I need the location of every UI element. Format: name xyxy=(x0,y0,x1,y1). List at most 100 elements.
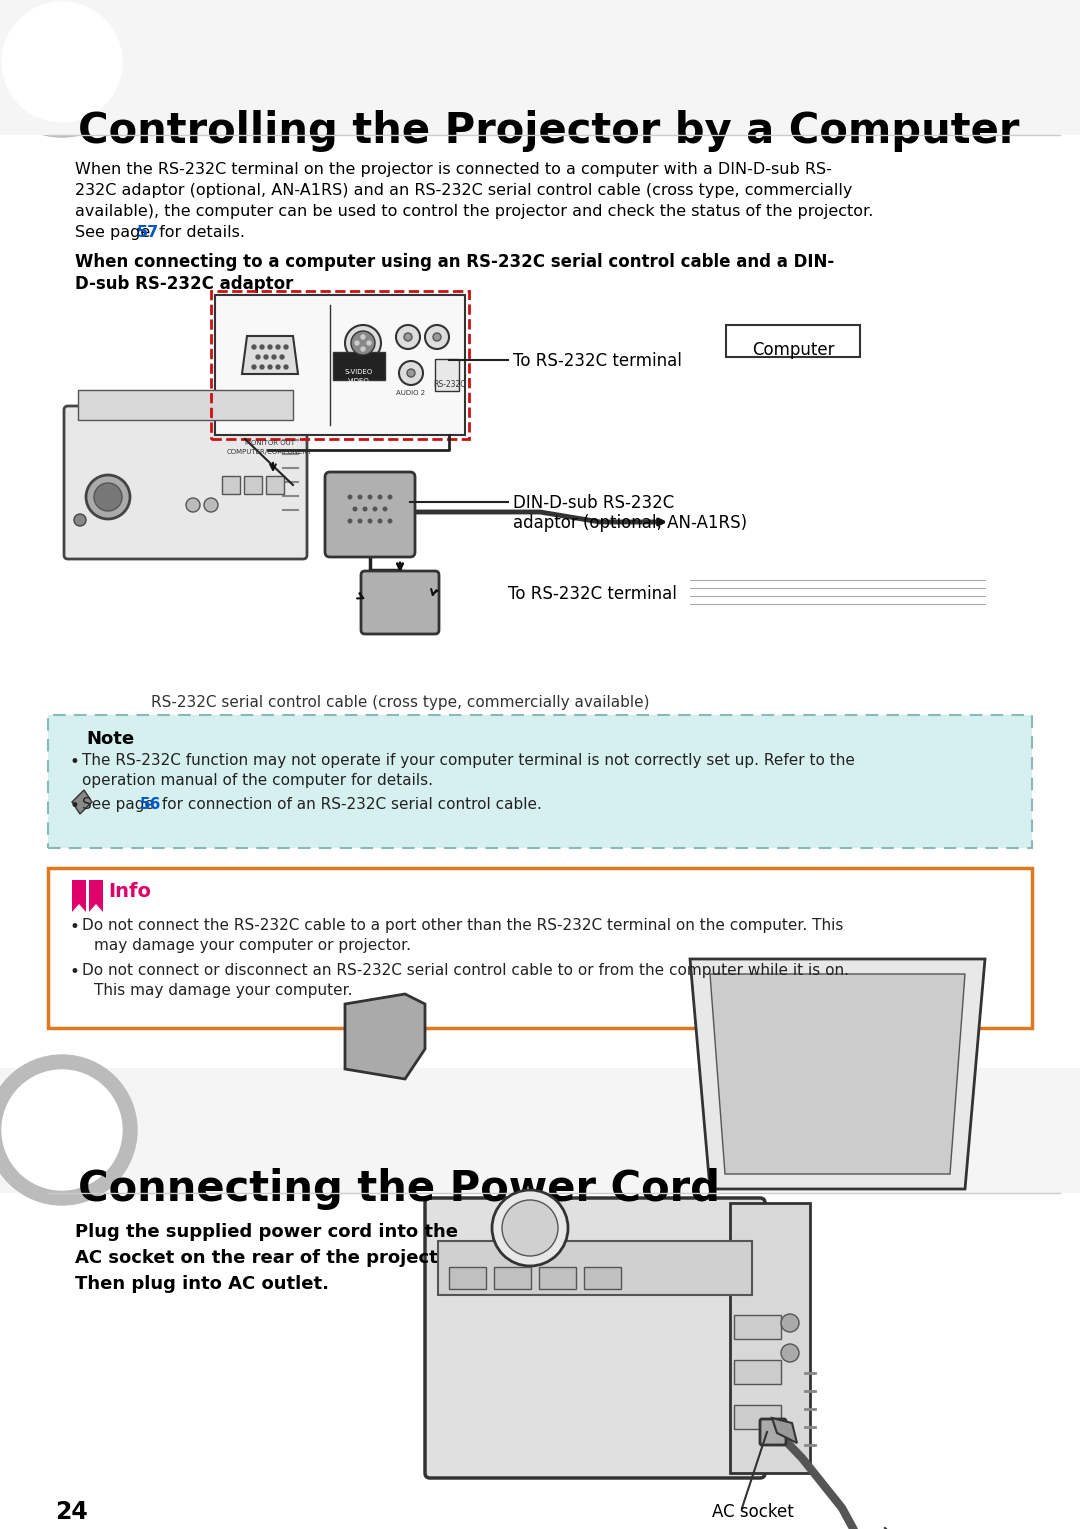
FancyBboxPatch shape xyxy=(78,390,293,420)
Circle shape xyxy=(272,355,276,359)
Circle shape xyxy=(260,346,264,349)
Circle shape xyxy=(426,326,449,349)
Circle shape xyxy=(2,2,122,122)
Circle shape xyxy=(361,347,365,352)
Circle shape xyxy=(252,346,256,349)
Text: AC socket: AC socket xyxy=(712,1503,794,1521)
Text: Do not connect the RS-232C cable to a port other than the RS-232C terminal on th: Do not connect the RS-232C cable to a po… xyxy=(82,917,843,933)
Circle shape xyxy=(0,1055,137,1205)
Polygon shape xyxy=(72,790,92,813)
Text: Then plug into AC outlet.: Then plug into AC outlet. xyxy=(75,1275,329,1294)
Text: DIN-D-sub RS-232C: DIN-D-sub RS-232C xyxy=(513,494,674,512)
Text: VIDEO: VIDEO xyxy=(348,378,369,384)
Circle shape xyxy=(348,494,352,500)
Text: 24: 24 xyxy=(55,1500,87,1524)
FancyBboxPatch shape xyxy=(734,1359,781,1384)
FancyBboxPatch shape xyxy=(0,1067,1080,1193)
Circle shape xyxy=(492,1190,568,1266)
Circle shape xyxy=(2,1070,122,1190)
Text: may damage your computer or projector.: may damage your computer or projector. xyxy=(94,937,411,953)
FancyBboxPatch shape xyxy=(438,1242,752,1295)
Circle shape xyxy=(94,483,122,511)
Text: •: • xyxy=(70,752,80,771)
FancyBboxPatch shape xyxy=(449,1268,486,1289)
Circle shape xyxy=(284,346,288,349)
Circle shape xyxy=(268,365,272,368)
Circle shape xyxy=(382,506,388,512)
Circle shape xyxy=(280,355,284,359)
Circle shape xyxy=(781,1313,799,1332)
Circle shape xyxy=(352,506,357,512)
Circle shape xyxy=(345,326,381,361)
FancyBboxPatch shape xyxy=(215,295,465,434)
Circle shape xyxy=(284,365,288,368)
FancyBboxPatch shape xyxy=(361,570,438,635)
Polygon shape xyxy=(242,336,298,375)
FancyBboxPatch shape xyxy=(734,1315,781,1339)
Circle shape xyxy=(404,333,411,341)
Text: To RS-232C terminal: To RS-232C terminal xyxy=(508,586,677,602)
Polygon shape xyxy=(345,994,426,1079)
FancyBboxPatch shape xyxy=(435,359,459,391)
Circle shape xyxy=(268,346,272,349)
Circle shape xyxy=(378,494,382,500)
FancyBboxPatch shape xyxy=(494,1268,531,1289)
Circle shape xyxy=(260,365,264,368)
FancyBboxPatch shape xyxy=(89,881,103,911)
Text: adaptor (optional, AN-A1RS): adaptor (optional, AN-A1RS) xyxy=(513,514,747,532)
Circle shape xyxy=(264,355,268,359)
Polygon shape xyxy=(89,904,103,911)
Text: MONITOR OUT: MONITOR OUT xyxy=(245,440,295,446)
FancyBboxPatch shape xyxy=(730,1203,810,1472)
Text: Info: Info xyxy=(108,882,151,901)
Circle shape xyxy=(407,368,415,378)
Text: To RS-232C terminal: To RS-232C terminal xyxy=(513,352,681,370)
Polygon shape xyxy=(690,959,985,1190)
Text: for details.: for details. xyxy=(154,225,245,240)
FancyBboxPatch shape xyxy=(325,472,415,557)
FancyBboxPatch shape xyxy=(64,407,307,560)
Circle shape xyxy=(367,518,373,523)
Text: Computer: Computer xyxy=(752,341,834,359)
Polygon shape xyxy=(772,1417,797,1443)
Polygon shape xyxy=(710,974,966,1174)
Circle shape xyxy=(75,514,86,526)
Text: •: • xyxy=(70,917,80,936)
FancyBboxPatch shape xyxy=(760,1419,786,1445)
FancyBboxPatch shape xyxy=(333,352,384,381)
Circle shape xyxy=(186,498,200,512)
FancyBboxPatch shape xyxy=(539,1268,576,1289)
Text: •: • xyxy=(70,963,80,982)
Text: The RS-232C function may not operate if your computer terminal is not correctly : The RS-232C function may not operate if … xyxy=(82,752,855,768)
Text: S-VIDEO: S-VIDEO xyxy=(345,368,373,375)
FancyBboxPatch shape xyxy=(48,868,1032,1027)
Circle shape xyxy=(502,1200,558,1255)
Circle shape xyxy=(399,361,423,385)
Text: See page: See page xyxy=(75,225,156,240)
FancyBboxPatch shape xyxy=(222,476,240,494)
FancyBboxPatch shape xyxy=(266,476,284,494)
Text: 56: 56 xyxy=(140,797,161,812)
Text: This may damage your computer.: This may damage your computer. xyxy=(94,983,352,998)
Circle shape xyxy=(433,333,441,341)
Polygon shape xyxy=(72,904,86,911)
FancyBboxPatch shape xyxy=(48,716,1032,849)
Text: When connecting to a computer using an RS-232C serial control cable and a DIN-: When connecting to a computer using an R… xyxy=(75,252,834,271)
FancyBboxPatch shape xyxy=(584,1268,621,1289)
Circle shape xyxy=(378,518,382,523)
Text: D-sub RS-232C adaptor: D-sub RS-232C adaptor xyxy=(75,275,294,294)
Circle shape xyxy=(256,355,260,359)
Circle shape xyxy=(388,494,392,500)
Text: AC socket on the rear of the projector.: AC socket on the rear of the projector. xyxy=(75,1249,463,1268)
Text: 232C adaptor (optional, AN-A1RS) and an RS-232C serial control cable (cross type: 232C adaptor (optional, AN-A1RS) and an … xyxy=(75,183,852,197)
Text: RS-232C: RS-232C xyxy=(433,381,465,388)
FancyBboxPatch shape xyxy=(244,476,262,494)
Circle shape xyxy=(357,494,363,500)
FancyBboxPatch shape xyxy=(734,1405,781,1430)
Text: Connecting the Power Cord: Connecting the Power Cord xyxy=(78,1168,720,1209)
Circle shape xyxy=(86,476,130,518)
Text: Note: Note xyxy=(86,729,134,748)
Text: operation manual of the computer for details.: operation manual of the computer for det… xyxy=(82,774,433,787)
Text: •: • xyxy=(70,797,80,815)
FancyBboxPatch shape xyxy=(426,1199,765,1479)
